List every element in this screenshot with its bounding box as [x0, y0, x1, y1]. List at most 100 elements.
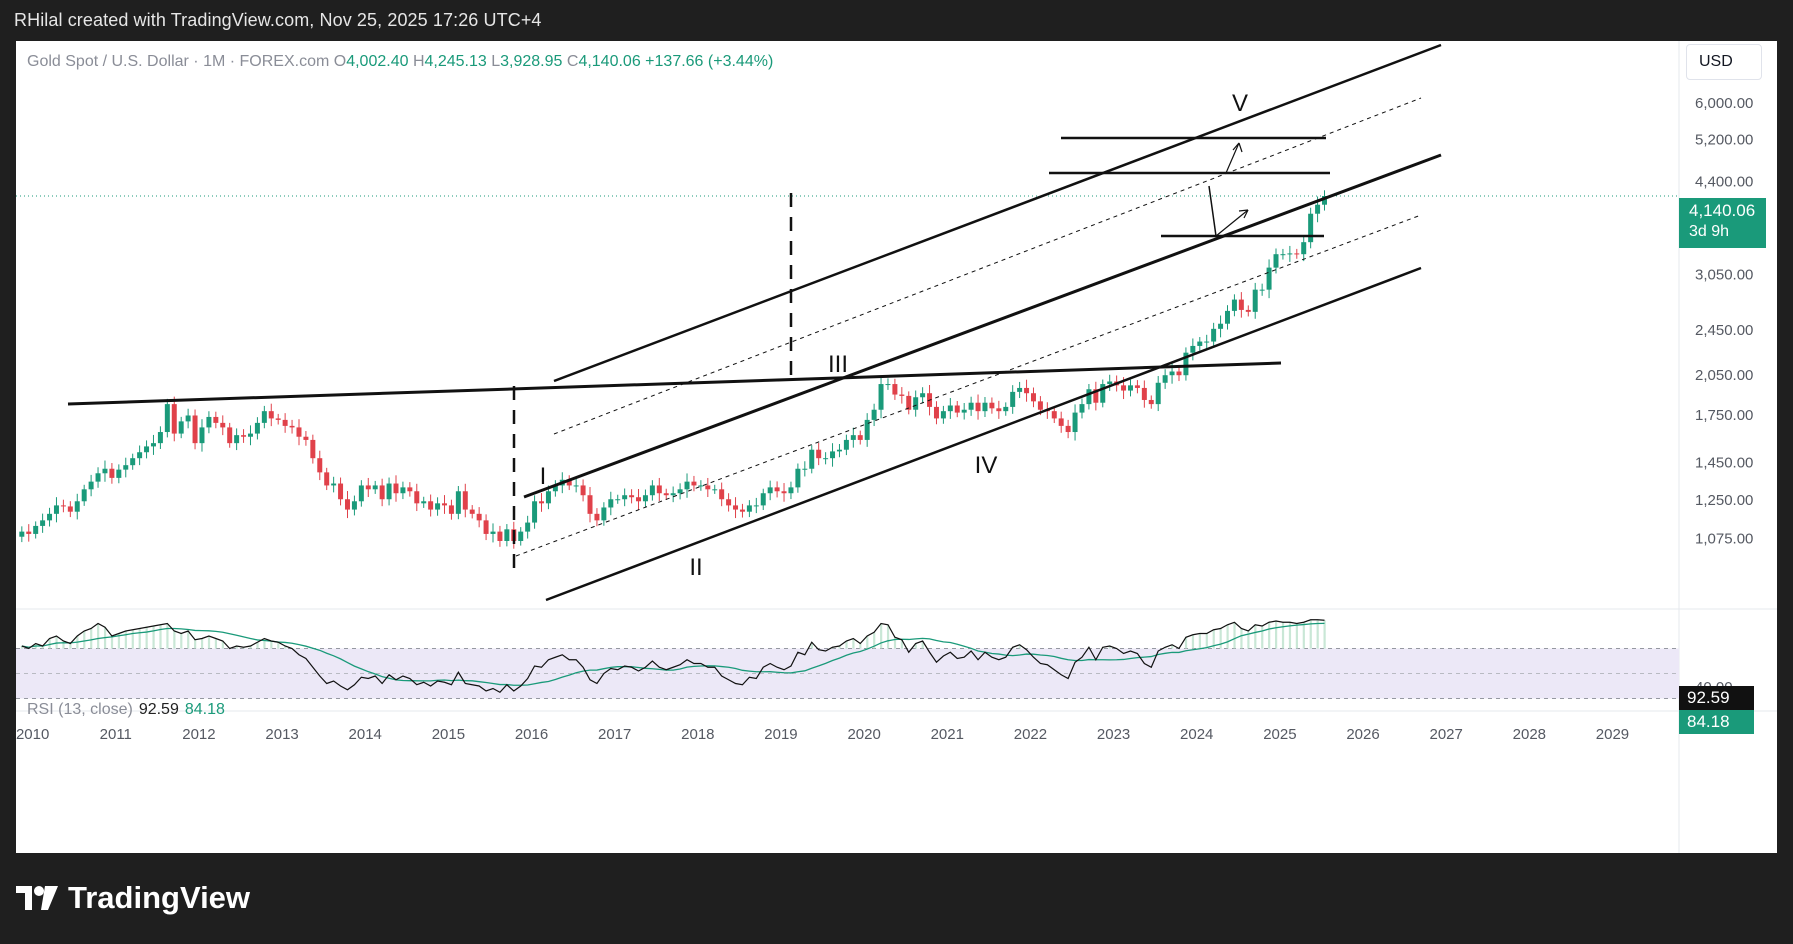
- candle-body: [144, 446, 150, 453]
- tradingview-logo-icon: [16, 884, 58, 912]
- candle-body: [982, 402, 988, 412]
- last-price-value: 4,140.06: [1689, 201, 1756, 220]
- candle-body: [663, 493, 669, 496]
- candle-body: [760, 493, 766, 506]
- price-tick-label: 2,050.00: [1695, 367, 1753, 384]
- candle-body: [587, 495, 593, 514]
- candle-body: [33, 525, 39, 534]
- candle-body: [608, 499, 614, 508]
- channel-upper-mid-dashed: [553, 97, 1422, 435]
- candle-body: [358, 485, 364, 502]
- candle-body: [871, 409, 877, 420]
- candle-body: [1037, 401, 1043, 410]
- candle-body: [53, 505, 59, 514]
- candle-body: [975, 402, 981, 412]
- chart-svg[interactable]: 1,075.00 1,250.00 1,450.00 1,750.00 2,050.00…: [16, 41, 1777, 853]
- candle-body: [372, 485, 378, 490]
- candle-body: [455, 491, 461, 514]
- rsi-legend-label[interactable]: RSI (13, close): [27, 701, 133, 718]
- candle-body: [483, 520, 489, 534]
- change-value: +137.66 (+3.44%): [645, 53, 774, 70]
- candle-body: [414, 491, 420, 504]
- candle-body: [1155, 382, 1161, 405]
- candle-body: [1218, 323, 1224, 329]
- rsi-legend-value: 92.59: [138, 701, 179, 718]
- candle-body: [733, 505, 739, 510]
- candle-body: [1100, 384, 1106, 403]
- candle-body: [781, 491, 787, 494]
- resistance-trendline: [67, 361, 1282, 406]
- candle-body: [102, 468, 108, 474]
- time-tick-label: 2026: [1346, 726, 1379, 743]
- candle-body: [525, 522, 531, 532]
- wave-label-iv: IV: [975, 452, 998, 479]
- candle-body: [1211, 328, 1217, 342]
- chart-area[interactable]: 1,075.00 1,250.00 1,450.00 1,750.00 2,050.00…: [16, 41, 1777, 853]
- candle-body: [920, 393, 926, 398]
- candle-body: [615, 499, 621, 501]
- symbol-name[interactable]: Gold Spot / U.S. Dollar · 1M · FOREX.com: [27, 53, 330, 70]
- candle-body: [809, 449, 815, 469]
- candle-body: [1127, 385, 1133, 391]
- candle-body: [677, 489, 683, 494]
- candle-body: [462, 491, 468, 510]
- candle-body: [968, 402, 974, 410]
- candle-body: [95, 473, 101, 482]
- candle-body: [913, 397, 919, 410]
- candle-body: [906, 395, 912, 410]
- wave-label-ii: II: [689, 554, 702, 581]
- candle-body: [171, 404, 177, 434]
- candle-body: [940, 411, 946, 419]
- candle-body: [254, 422, 260, 434]
- low-label: L: [491, 53, 501, 70]
- bar-countdown: 3d 9h: [1689, 223, 1730, 240]
- candle-body: [705, 485, 711, 490]
- candle-body: [338, 483, 344, 500]
- candle-body: [116, 469, 122, 478]
- candle-body: [1301, 242, 1307, 255]
- time-tick-label: 2028: [1513, 726, 1546, 743]
- candle-body: [476, 513, 482, 521]
- arrow-up-upper: [1225, 142, 1240, 174]
- candle-body: [1107, 381, 1113, 385]
- candle-body: [185, 415, 191, 422]
- candle-body: [1065, 425, 1071, 433]
- created-note: RHilal created with TradingView.com, Nov…: [14, 10, 542, 30]
- candle-body: [331, 483, 337, 486]
- open-label: O: [333, 53, 347, 70]
- candle-body: [684, 481, 690, 490]
- wave-label-i: I: [540, 463, 547, 490]
- candle-body: [629, 495, 635, 498]
- candle-body: [892, 384, 898, 395]
- last-price-tag: 4,140.06 3d 9h: [1679, 198, 1766, 248]
- candle-body: [282, 419, 288, 426]
- candle-body: [899, 394, 905, 396]
- time-tick-label: 2012: [182, 726, 215, 743]
- candle-body: [961, 409, 967, 413]
- candle-body: [573, 485, 579, 487]
- candle-body: [1204, 341, 1210, 343]
- candle-body: [954, 405, 960, 413]
- price-tick-label: 5,200.00: [1695, 131, 1753, 148]
- time-tick-label: 2024: [1180, 726, 1213, 743]
- candle-body: [885, 384, 891, 386]
- time-tick-label: 2018: [681, 726, 714, 743]
- candle-body: [947, 405, 953, 412]
- time-tick-label: 2015: [432, 726, 465, 743]
- candle-body: [317, 458, 323, 473]
- candle-body: [823, 458, 829, 460]
- candle-body: [636, 497, 642, 502]
- candle-body: [268, 411, 274, 419]
- currency-button[interactable]: USD: [1686, 44, 1762, 80]
- tradingview-brand[interactable]: TradingView: [16, 880, 250, 916]
- close-label: C: [566, 53, 579, 70]
- candle-body: [864, 419, 870, 440]
- candle-body: [220, 422, 226, 428]
- candle-body: [1183, 352, 1189, 376]
- candle-body: [1134, 385, 1140, 388]
- candle-body: [1315, 204, 1321, 214]
- candle-body: [1010, 391, 1016, 407]
- candle-body: [428, 501, 434, 510]
- wave-label-v: V: [1232, 90, 1248, 117]
- candle-body: [407, 487, 413, 492]
